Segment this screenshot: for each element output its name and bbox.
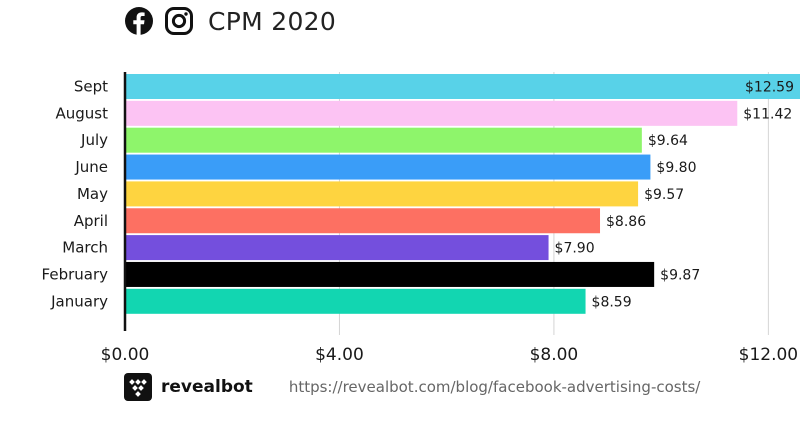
category-label: March <box>62 239 108 257</box>
bar <box>125 74 800 99</box>
category-label: June <box>74 158 108 176</box>
bar-value-label: $9.57 <box>644 187 684 203</box>
bar-value-label: $8.86 <box>606 214 646 230</box>
brand-name: revealbot <box>161 377 253 397</box>
bar-chart: $12.59 Sept $11.42 August $9.64 July $9.80 June… <box>42 72 800 365</box>
facebook-icon <box>124 6 154 36</box>
category-label: July <box>80 131 108 149</box>
x-tick-label: $12.00 <box>739 345 798 365</box>
bar <box>125 181 639 207</box>
category-label: May <box>77 185 108 203</box>
bar <box>125 261 655 287</box>
instagram-icon <box>164 6 194 36</box>
revealbot-logo-icon <box>124 373 152 401</box>
bar-value-label: $8.59 <box>592 294 632 310</box>
bar-value-label: $12.59 <box>745 80 794 96</box>
chart-footer: revealbot https://revealbot.com/blog/fac… <box>124 373 700 401</box>
bar-value-label: $9.80 <box>656 160 696 176</box>
chart-header: CPM 2020 <box>124 4 336 38</box>
category-label: February <box>42 265 109 283</box>
bar <box>125 288 586 314</box>
x-tick-label: $0.00 <box>101 345 150 365</box>
x-tick-label: $4.00 <box>315 345 364 365</box>
category-label: August <box>56 104 109 122</box>
category-label: April <box>74 212 108 230</box>
category-label: Sept <box>74 78 108 96</box>
bar <box>125 235 549 261</box>
bar-value-label: $9.87 <box>660 267 700 283</box>
bar <box>125 127 642 153</box>
bar <box>125 154 651 180</box>
category-label: January <box>50 292 108 310</box>
source-link[interactable]: https://revealbot.com/blog/facebook-adve… <box>288 378 701 396</box>
bar-value-label: $7.90 <box>555 241 595 257</box>
bar-value-label: $11.42 <box>743 106 792 122</box>
bar <box>125 100 738 126</box>
x-tick-label: $8.00 <box>530 345 579 365</box>
bar <box>125 208 601 234</box>
page-title: CPM 2020 <box>208 6 337 36</box>
bar-value-label: $9.64 <box>648 133 688 149</box>
